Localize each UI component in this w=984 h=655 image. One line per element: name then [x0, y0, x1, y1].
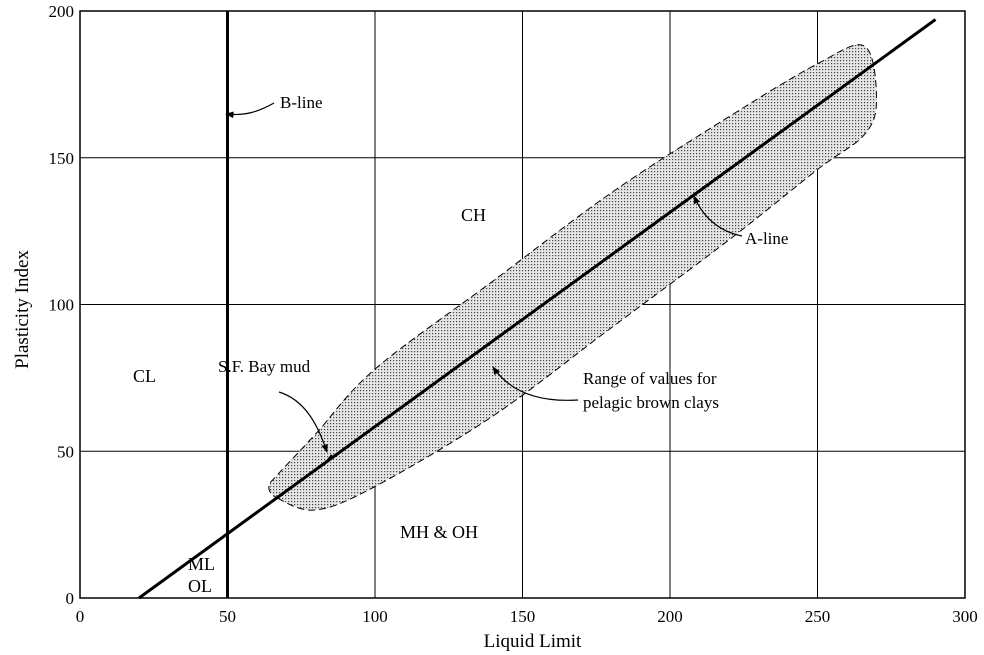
zone-label-cl: CL: [133, 366, 156, 386]
x-tick-label: 300: [952, 607, 978, 626]
annotation-range-line1: Range of values for: [583, 369, 717, 388]
series-layer: [138, 11, 937, 600]
range-arrow: [492, 366, 579, 401]
x-tick-label: 250: [805, 607, 831, 626]
series-a-line: [138, 18, 937, 600]
x-axis-label: Liquid Limit: [484, 631, 582, 652]
y-axis-label: Plasticity Index: [12, 250, 33, 369]
x-tick-label: 150: [510, 607, 536, 626]
y-tick-label: 100: [49, 296, 75, 315]
x-tick-label: 200: [657, 607, 683, 626]
zone-label-ol: OL: [188, 576, 212, 596]
a-line-arrow: [693, 195, 743, 237]
x-tick-label: 50: [219, 607, 236, 626]
y-tick-label: 0: [66, 589, 75, 608]
zone-label-mh-oh: MH & OH: [400, 522, 478, 542]
tick-labels: 0 50 100 150 200 250 300 0 50 100 150 200: [49, 2, 978, 626]
zone-label-ml: ML: [188, 554, 215, 574]
regions-layer: [268, 44, 878, 511]
b-line-arrow: [225, 102, 275, 119]
y-tick-label: 50: [57, 442, 74, 461]
sf-bay-mud-arrow: [278, 391, 328, 453]
y-tick-label: 200: [49, 2, 75, 21]
region-pelagic-brown-clays: [268, 44, 878, 511]
annotation-sf-bay-mud: S.F. Bay mud: [218, 357, 311, 376]
annotation-a-line: A-line: [745, 229, 788, 248]
x-tick-label: 100: [362, 607, 388, 626]
annotation-range-line2: pelagic brown clays: [583, 393, 719, 412]
annotation-b-line: B-line: [280, 93, 323, 112]
zone-label-ch: CH: [461, 205, 486, 225]
plot-frame: [79, 10, 966, 599]
x-tick-label: 0: [76, 607, 85, 626]
y-tick-label: 150: [49, 149, 75, 168]
sf-bay-mud-marker: [323, 454, 333, 466]
